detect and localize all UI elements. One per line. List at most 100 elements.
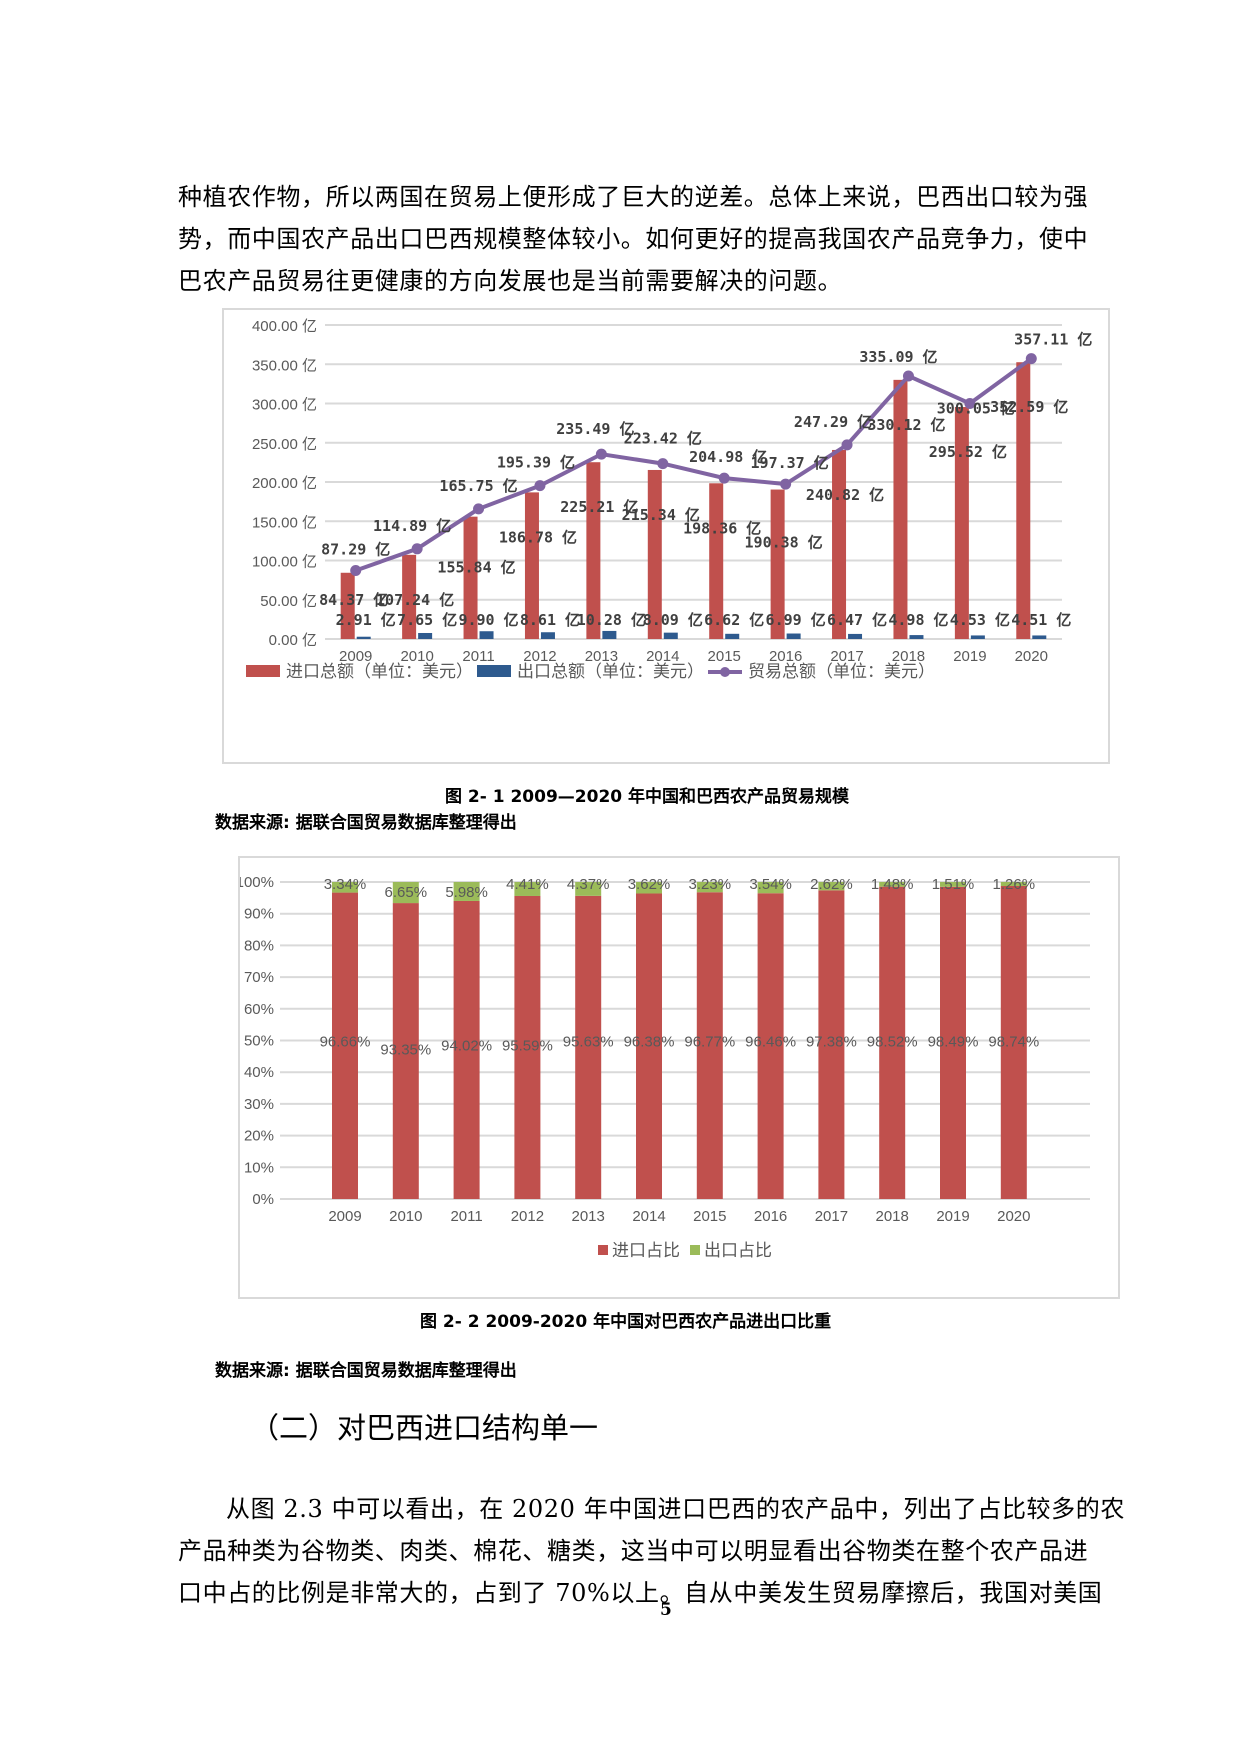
y-tick-label: 150.00 亿 (252, 514, 317, 531)
x-tick-label: 2011 (462, 648, 494, 665)
legend-trade-marker (720, 667, 730, 677)
trade-total-label: 195.39 亿 (497, 454, 575, 472)
legend-export-share-swatch (690, 1245, 700, 1255)
x-tick-label: 2009 (339, 648, 372, 665)
export-share-label: 3.54% (749, 876, 792, 893)
export-share-label: 4.37% (567, 876, 610, 893)
x-tick-label: 2010 (389, 1208, 422, 1225)
import-label: 155.84 亿 (437, 559, 515, 577)
import-label: 215.34 亿 (622, 506, 700, 524)
export-share-label: 2.62% (810, 876, 853, 893)
export-label: 8.09 亿 (643, 611, 703, 629)
import-label: 240.82 亿 (806, 486, 884, 504)
y-tick-label: 20% (244, 1128, 274, 1145)
import-bar (340, 572, 355, 639)
figure2-source: 数据来源: 据联合国贸易数据库整理得出 (215, 1361, 517, 1381)
import-label: 295.52 亿 (929, 443, 1007, 461)
import-share-label: 98.52% (867, 1034, 918, 1051)
import-share-label: 95.59% (502, 1038, 553, 1055)
trade-total-marker (780, 478, 792, 490)
import-bar (832, 449, 847, 639)
export-share-label: 1.48% (871, 876, 914, 893)
trade-total-marker (902, 370, 914, 382)
import-share-bar (940, 886, 966, 1199)
export-share-bar (636, 882, 662, 894)
y-tick-label: 200.00 亿 (252, 475, 317, 492)
y-tick-label: 100.00 亿 (252, 554, 317, 571)
export-share-bar (332, 882, 358, 893)
import-export-share-chart: 0% 10% 20% 30% 40% 50% 60% 70% 80% 90% 100% 2009 3.3… (236, 856, 1120, 1299)
paragraph-line: 势，而中国农产品出口巴西规模整体较小。如何更好的提高我国农产品竞争力，使中 (178, 225, 1089, 253)
trade-total-marker (718, 472, 730, 484)
import-label: 198.36 亿 (683, 519, 761, 537)
x-tick-label: 2018 (892, 648, 925, 665)
legend-import-label: 进口总额（单位：美元） (286, 662, 473, 682)
x-tick-label: 2020 (997, 1208, 1030, 1225)
trade-total-label: 165.75 亿 (439, 477, 517, 495)
x-tick-label: 2013 (572, 1208, 605, 1225)
y-tick-label: 50% (244, 1033, 274, 1050)
x-tick-label: 2011 (450, 1208, 482, 1225)
paragraph-line: 从图 2.3 中可以看出，在 2020 年中国进口巴西的农产品中，列出了占比较多… (226, 1495, 1125, 1523)
import-bar (709, 483, 724, 639)
export-share-bar (575, 882, 602, 896)
export-label: 7.65 亿 (397, 611, 457, 629)
y-tick-label: 300.00 亿 (252, 397, 317, 414)
import-bar (463, 516, 478, 639)
import-share-label: 98.74% (988, 1034, 1039, 1051)
export-bar (725, 633, 740, 639)
export-share-label: 3.23% (689, 876, 732, 893)
x-tick-label: 2017 (830, 648, 863, 665)
trade-total-label: 235.49 亿 (556, 420, 634, 438)
import-share-label: 97.38% (806, 1034, 857, 1051)
export-share-label: 3.34% (324, 876, 367, 893)
y-tick-label: 70% (244, 969, 274, 986)
export-label: 2.91 亿 (336, 611, 396, 629)
y-tick-label: 350.00 亿 (252, 357, 317, 374)
import-bar (1016, 362, 1031, 639)
import-label: 186.78 亿 (499, 528, 577, 546)
import-label: 107.24 亿 (376, 591, 454, 609)
legend-export-share-label: 出口占比 (704, 1241, 772, 1261)
import-share-bar (392, 903, 419, 1199)
x-tick-label: 2012 (523, 648, 556, 665)
legend-export-swatch (477, 665, 511, 677)
trade-total-label: 204.98 亿 (689, 448, 767, 466)
export-share-bar (453, 882, 480, 901)
export-label: 9.90 亿 (458, 611, 518, 629)
export-label: 10.28 亿 (577, 611, 646, 629)
x-tick-label: 2009 (328, 1208, 361, 1225)
export-label: 4.51 亿 (1011, 611, 1071, 629)
y-tick-label: 90% (244, 906, 274, 923)
import-bar (893, 379, 908, 639)
x-tick-label: 2014 (632, 1208, 665, 1225)
trade-total-label: 87.29 亿 (321, 540, 390, 558)
import-share-label: 96.77% (684, 1034, 735, 1051)
y-tick-label: 50.00 亿 (260, 593, 317, 610)
trade-total-marker (1025, 353, 1037, 365)
x-tick-label: 2019 (953, 648, 986, 665)
import-share-bar (332, 892, 358, 1199)
export-bar (663, 632, 678, 639)
x-tick-label: 2016 (769, 648, 802, 665)
import-label: 352.59 亿 (990, 398, 1068, 416)
figure2-caption: 图 2- 2 2009-2020 年中国对巴西农产品进出口比重 (420, 1312, 832, 1332)
export-label: 6.62 亿 (704, 611, 764, 629)
import-bar (770, 489, 785, 639)
import-share-bar (1000, 885, 1027, 1199)
trade-scale-chart-svg: 0.00 亿 50.00 亿 100.00 亿 150.00 亿 200.00 亿 250… (246, 318, 1092, 682)
trade-total-label: 357.11 亿 (1014, 331, 1092, 349)
import-share-bar (818, 890, 845, 1199)
import-label: 190.38 亿 (745, 534, 823, 552)
legend-export-label: 出口总额（单位：美元） (517, 662, 704, 682)
export-share-bar (879, 882, 906, 887)
import-share-bar (514, 895, 541, 1199)
trade-total-marker (411, 543, 423, 555)
import-bar (524, 492, 539, 639)
export-share-label: 4.41% (506, 876, 549, 893)
import-share-bar (879, 886, 906, 1199)
paragraph-line: 巴农产品贸易往更健康的方向发展也是当前需要解决的问题。 (178, 267, 843, 295)
paragraph-line: 产品种类为谷物类、肉类、棉花、糖类，这当中可以明显看出谷物类在整个农产品进 (178, 1537, 1089, 1565)
x-tick-label: 2012 (511, 1208, 544, 1225)
export-share-label: 6.65% (385, 884, 428, 901)
